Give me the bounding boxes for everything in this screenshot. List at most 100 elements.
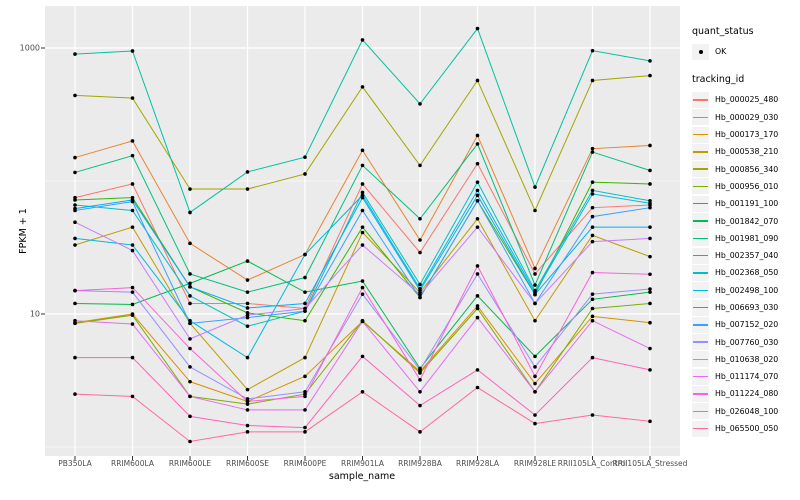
data-point[interactable] [475, 142, 480, 146]
data-point[interactable] [360, 208, 365, 213]
data-point[interactable] [188, 241, 192, 246]
data-point[interactable] [360, 225, 365, 229]
data-point[interactable] [418, 368, 422, 372]
data-point[interactable] [188, 318, 192, 323]
data-point[interactable] [418, 292, 422, 297]
data-point[interactable] [73, 208, 77, 213]
data-point[interactable] [303, 301, 307, 306]
data-point[interactable] [648, 168, 652, 173]
data-point[interactable] [360, 319, 365, 324]
data-point[interactable] [360, 38, 365, 42]
data-point[interactable] [188, 272, 192, 276]
data-point[interactable] [418, 371, 422, 375]
data-point[interactable] [533, 208, 537, 213]
data-point[interactable] [533, 292, 537, 297]
data-point[interactable] [245, 397, 250, 401]
data-point[interactable] [303, 155, 307, 159]
data-point[interactable] [188, 439, 192, 444]
data-point[interactable] [590, 355, 595, 360]
data-point[interactable] [475, 368, 480, 372]
data-point[interactable] [360, 163, 365, 168]
data-point[interactable] [418, 102, 422, 106]
data-point[interactable] [590, 180, 595, 184]
data-point[interactable] [303, 430, 307, 434]
data-point[interactable] [188, 301, 192, 306]
data-point[interactable] [533, 421, 537, 426]
data-point[interactable] [188, 285, 192, 289]
data-point[interactable] [648, 301, 652, 306]
data-point[interactable] [590, 205, 595, 210]
data-point[interactable] [360, 279, 365, 283]
data-point[interactable] [188, 414, 192, 419]
data-point[interactable] [188, 321, 192, 326]
data-point[interactable] [648, 254, 652, 259]
data-point[interactable] [648, 201, 652, 206]
data-point[interactable] [648, 320, 652, 325]
data-point[interactable] [130, 182, 135, 186]
data-point[interactable] [648, 236, 652, 241]
data-point[interactable] [303, 390, 307, 394]
data-point[interactable] [648, 346, 652, 351]
data-point[interactable] [360, 285, 365, 290]
data-point[interactable] [475, 264, 480, 268]
data-point[interactable] [648, 287, 652, 291]
data-point[interactable] [130, 302, 135, 307]
data-point[interactable] [130, 290, 135, 294]
data-point[interactable] [303, 318, 307, 323]
data-point[interactable] [73, 355, 77, 360]
data-point[interactable] [360, 85, 365, 89]
data-point[interactable] [245, 170, 250, 174]
data-point[interactable] [475, 304, 480, 308]
data-point[interactable] [303, 394, 307, 399]
data-point[interactable] [73, 392, 77, 396]
data-point[interactable] [533, 283, 537, 287]
data-point[interactable] [73, 170, 77, 175]
data-point[interactable] [418, 378, 422, 382]
data-point[interactable] [648, 419, 652, 424]
data-point[interactable] [590, 78, 595, 83]
data-point[interactable] [73, 155, 77, 160]
data-point[interactable] [475, 78, 480, 83]
data-point[interactable] [73, 198, 77, 202]
data-point[interactable] [648, 143, 652, 148]
data-point[interactable] [245, 408, 250, 412]
data-point[interactable] [73, 243, 77, 247]
data-point[interactable] [475, 161, 480, 166]
data-point[interactable] [418, 250, 422, 255]
data-point[interactable] [130, 208, 135, 213]
data-point[interactable] [245, 278, 250, 282]
data-point[interactable] [360, 354, 365, 359]
data-point[interactable] [533, 390, 537, 394]
data-point[interactable] [245, 187, 250, 191]
data-point[interactable] [590, 150, 595, 154]
data-point[interactable] [245, 313, 250, 317]
data-point[interactable] [648, 198, 652, 203]
data-point[interactable] [303, 290, 307, 294]
data-point[interactable] [73, 52, 77, 56]
data-point[interactable] [360, 148, 365, 153]
data-point[interactable] [188, 210, 192, 215]
data-point[interactable] [360, 230, 365, 235]
data-point[interactable] [245, 324, 250, 328]
data-point[interactable] [303, 309, 307, 313]
data-point[interactable] [418, 430, 422, 434]
data-point[interactable] [475, 193, 480, 198]
data-point[interactable] [360, 292, 365, 296]
data-point[interactable] [533, 365, 537, 369]
data-point[interactable] [475, 188, 480, 193]
data-point[interactable] [590, 48, 595, 53]
data-point[interactable] [188, 281, 192, 286]
data-point[interactable] [130, 199, 135, 204]
data-point[interactable] [418, 288, 422, 293]
data-point[interactable] [360, 243, 365, 247]
data-point[interactable] [73, 203, 77, 207]
data-point[interactable] [303, 306, 307, 311]
data-point[interactable] [533, 272, 537, 276]
data-point[interactable] [533, 381, 537, 386]
data-point[interactable] [130, 355, 135, 360]
data-point[interactable] [533, 185, 537, 189]
data-point[interactable] [73, 220, 77, 225]
data-point[interactable] [303, 172, 307, 176]
data-point[interactable] [533, 318, 537, 323]
data-point[interactable] [245, 423, 250, 428]
